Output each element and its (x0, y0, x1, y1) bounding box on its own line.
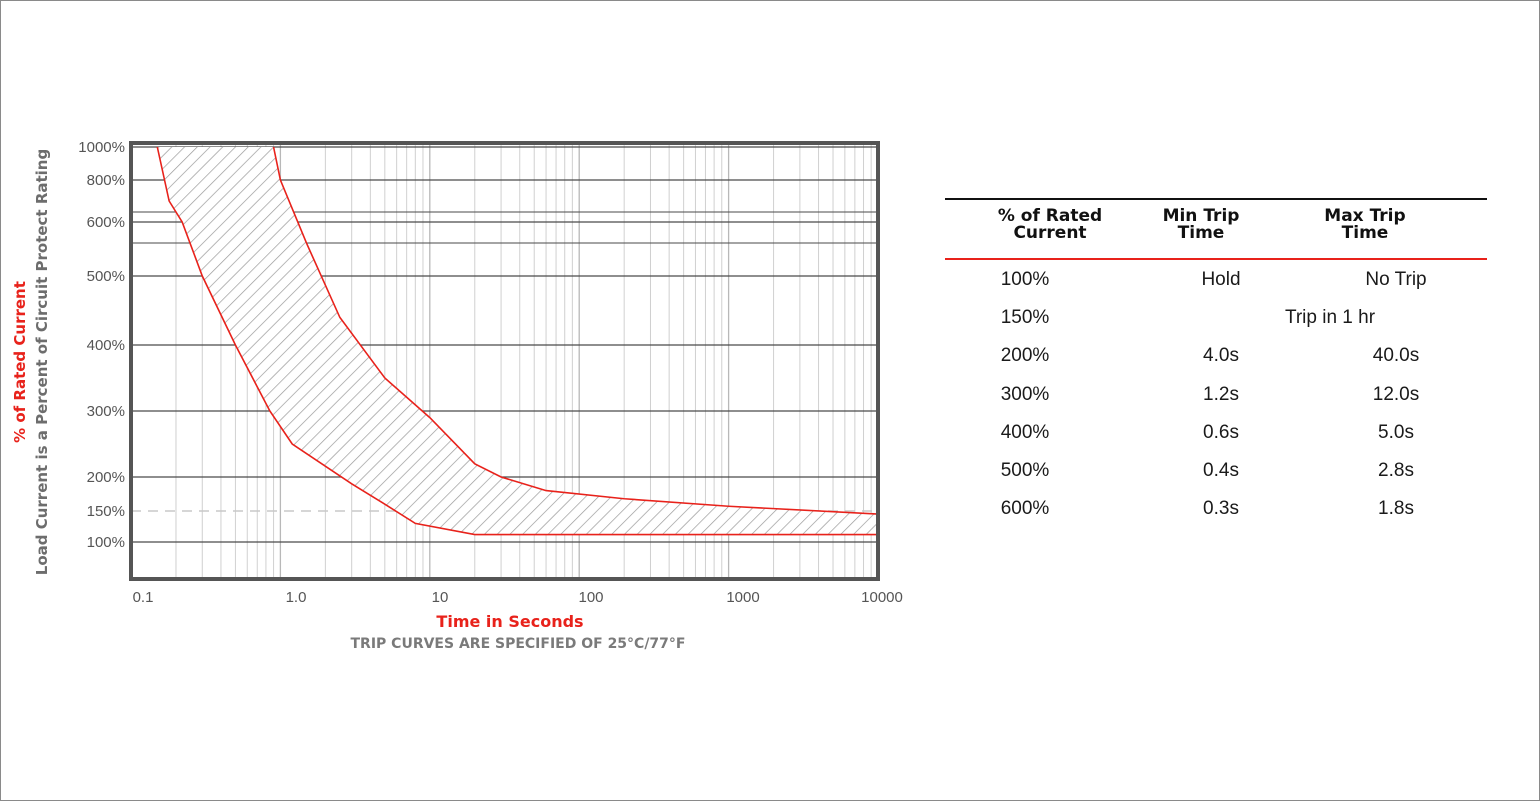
y-tick-label: 150% (87, 503, 125, 520)
x-tick-label: 1.0 (286, 589, 307, 606)
temperature-note: TRIP CURVES ARE SPECIFIED OF 25°C/77°F (351, 636, 686, 652)
min-trip-curve (156, 146, 878, 536)
plot-frame (129, 141, 880, 581)
y-axis-title-line1: % of Rated Current (11, 281, 29, 443)
header-min-trip-line2: Time (1177, 223, 1225, 243)
header-min-trip: Min Trip Time (1131, 208, 1271, 242)
y-tick-label: 1000% (78, 139, 125, 156)
x-axis-title: Time in Seconds (436, 612, 583, 631)
table-row: 100% Hold No Trip (945, 260, 1487, 298)
cell-rated-current: 300% (1000, 383, 1050, 405)
header-rated-current: % of Rated Current (945, 208, 1155, 242)
y-tick-label: 100% (87, 534, 125, 551)
table-row: 150% Trip in 1 hr (945, 298, 1487, 336)
table-row: 200% 4.0s 40.0s (945, 336, 1487, 374)
header-max-trip-line2: Time (1341, 223, 1389, 243)
cell-rated-current: 200% (1000, 345, 1050, 367)
table-row: 300% 1.2s 12.0s (945, 375, 1487, 413)
header-rated-current-line1: % of Rated (997, 206, 1103, 226)
cell-max-trip: 5.0s (1378, 421, 1414, 443)
y-tick-label: 800% (87, 172, 125, 189)
cell-max-trip: 12.0s (1372, 383, 1420, 405)
table-top-rule (945, 198, 1487, 200)
y-tick-label: 500% (87, 268, 125, 285)
cell-min-trip: 0.6s (1203, 421, 1239, 443)
cell-rated-current: 500% (1000, 459, 1050, 481)
cell-max-trip: 1.8s (1378, 498, 1414, 520)
header-max-trip-line1: Max Trip (1324, 206, 1406, 226)
cell-max-trip: 2.8s (1378, 459, 1414, 481)
cell-min-trip: 4.0s (1203, 345, 1239, 367)
trip-time-table: % of Rated Current Min Trip Time Max Tri… (945, 198, 1487, 527)
cell-min-trip: Hold (1201, 269, 1241, 290)
cell-rated-current: 150% (1000, 307, 1050, 329)
cell-trip-span: Trip in 1 hr (1284, 307, 1376, 329)
cell-rated-current: 600% (1000, 498, 1050, 520)
x-tick-label: 0.1 (133, 589, 154, 606)
x-tick-label: 100 (578, 589, 603, 606)
header-max-trip: Max Trip Time (1295, 208, 1435, 242)
chart-axes: 100% 150% 200% 300% 400% 500% 600% 800% 1000% 0.1… (78, 139, 903, 606)
y-tick-label: 400% (87, 337, 125, 354)
cell-rated-current: 400% (1000, 421, 1050, 443)
trip-band-hatch (157, 147, 878, 535)
y-axis-title-line2: Load Current is a Percent of Circuit Pro… (33, 149, 51, 575)
x-tick-label: 10 (432, 589, 449, 606)
max-trip-curve (272, 146, 878, 515)
trip-band (156, 146, 878, 536)
table-row: 500% 0.4s 2.8s (945, 451, 1487, 489)
table-body: 100% Hold No Trip 150% Trip in 1 hr 200% 4.0s 4… (945, 260, 1487, 527)
cell-rated-current: 100% (1000, 269, 1050, 290)
table-row: 400% 0.6s 5.0s (945, 413, 1487, 451)
y-tick-label: 300% (87, 403, 125, 420)
x-tick-label: 10000 (861, 589, 903, 606)
cell-max-trip: 40.0s (1372, 345, 1420, 367)
y-tick-label: 600% (87, 214, 125, 231)
table-header: % of Rated Current Min Trip Time Max Tri… (945, 200, 1487, 260)
table-row: 600% 0.3s 1.8s (945, 489, 1487, 527)
cell-min-trip: 1.2s (1203, 383, 1239, 405)
cell-min-trip: 0.3s (1203, 498, 1239, 520)
cell-max-trip: No Trip (1365, 269, 1427, 290)
cell-min-trip: 0.4s (1203, 459, 1239, 481)
y-tick-label: 200% (87, 469, 125, 486)
header-min-trip-line1: Min Trip (1162, 206, 1240, 226)
header-rated-current-line2: Current (1013, 223, 1087, 243)
chart-titles: % of Rated Current Load Current is a Per… (11, 149, 685, 652)
x-tick-label: 1000 (726, 589, 759, 606)
